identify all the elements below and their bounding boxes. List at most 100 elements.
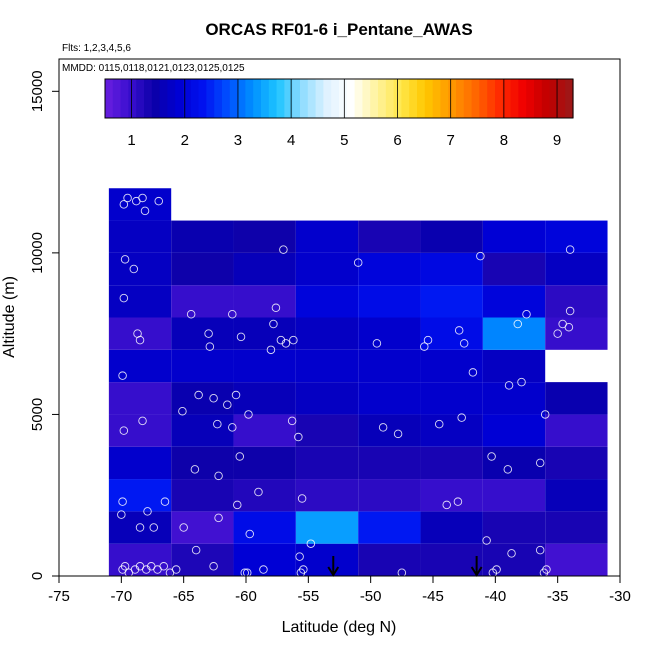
colorbar-tick-label: 6 [393,132,401,149]
sample-point [143,507,152,516]
heatmap-cell [233,220,296,253]
colorbar-segment [331,79,340,118]
marker-arrow-head [327,566,340,577]
sample-point [507,549,516,558]
colorbar-segment [354,79,363,118]
sample-point [118,371,127,380]
x-axis: -75 -70 -65 -60 -55 -50 -45 -40 -35 -30 [48,576,631,605]
sample-point [353,258,363,267]
heatmap-cell [420,543,483,576]
heatmap-cell [358,414,421,447]
sample-point [482,536,491,545]
sample-point [517,377,526,387]
sample-point [129,264,139,274]
heatmap-cell [171,382,234,415]
sample-point [204,329,213,338]
colorbar-segment [151,79,161,118]
sample-point [434,419,444,429]
sample-point [231,390,241,400]
heatmap-cell [295,511,359,544]
heatmap-cell [108,349,172,383]
sample-point [190,465,200,474]
heatmap-cell [358,446,421,480]
heatmap-cell [171,543,234,576]
heatmap-cell [358,349,421,383]
colorbar-segment [557,79,566,118]
sample-point [120,255,130,264]
sample-point [542,565,551,574]
colorbar-segment [409,79,418,118]
sample-point [453,497,463,506]
colorbar-segment [136,79,145,118]
heatmap-cell [545,317,608,350]
sample-point [503,465,513,474]
heatmap-cell [108,317,172,350]
colorbar-tick-label: 4 [287,132,295,149]
heatmap-cell [295,220,359,253]
heatmap-cell [108,446,172,480]
x-tick-label: -65 [173,588,195,605]
sample-point [372,339,382,348]
y-axis-label: Altitude (m) [1,276,18,358]
colorbar-segment [315,79,324,118]
heatmap-cell [420,220,483,253]
sample-point [205,342,215,351]
heatmap-cell [295,382,359,415]
heatmap-cell [420,511,483,544]
heatmap-cell [420,414,483,447]
colorbar-segment [362,79,371,118]
x-tick-label: -30 [609,588,631,605]
heatmap-cell [420,252,483,286]
colorbar-segment [222,79,231,118]
heatmap-cell [358,479,421,512]
colorbar-segment [378,79,387,118]
sample-point [135,523,145,532]
heatmap-cell [171,285,234,318]
heatmap-cell [171,220,234,253]
heatmap-cell [545,220,608,253]
colorbar-segment [261,79,270,118]
colorbar-segment [526,79,535,118]
heatmap-cell [171,479,234,512]
heatmap-cell [233,382,296,415]
colorbar-segment [549,79,558,118]
colorbar-segment [417,79,426,118]
heatmap-cell [482,349,546,383]
x-tick-label: -50 [360,588,382,605]
sample-point [178,406,187,416]
colorbar-tick-label: 5 [340,132,348,149]
colorbar-segment [487,79,496,118]
colorbar-segment [518,79,527,118]
colorbar-tick-label: 9 [553,132,561,149]
colorbar-segment [105,79,114,118]
colorbar-segment [183,79,192,118]
sample-point [138,193,147,203]
heatmap-cell [233,511,296,544]
sample-point [194,390,203,400]
sample-point [513,319,523,329]
colorbar-segment [190,79,200,118]
sample-point [442,500,451,510]
heatmap-cell [171,317,234,350]
heatmap-cell [108,382,172,415]
sample-point [119,293,129,303]
sample-point [259,565,268,574]
colorbar-segment [534,79,543,118]
heatmap-cell [108,543,172,576]
colorbar-segment [159,79,168,118]
sample-point [236,332,246,342]
heatmap-cell [482,446,546,480]
heatmap-cell [545,543,608,576]
sample-point [244,410,253,419]
sample-point [135,335,145,345]
y-tick-label: 0 [29,572,46,580]
marker-arrow-head [470,566,483,577]
x-tick-label: -75 [48,588,70,605]
heatmap-cell [295,285,359,318]
sample-point [213,419,222,429]
y-tick-label: 15000 [29,70,46,112]
heatmap-cell [233,317,296,350]
heatmap-cell [171,252,234,286]
colorbar-segment [120,79,129,118]
sample-point [120,562,130,571]
